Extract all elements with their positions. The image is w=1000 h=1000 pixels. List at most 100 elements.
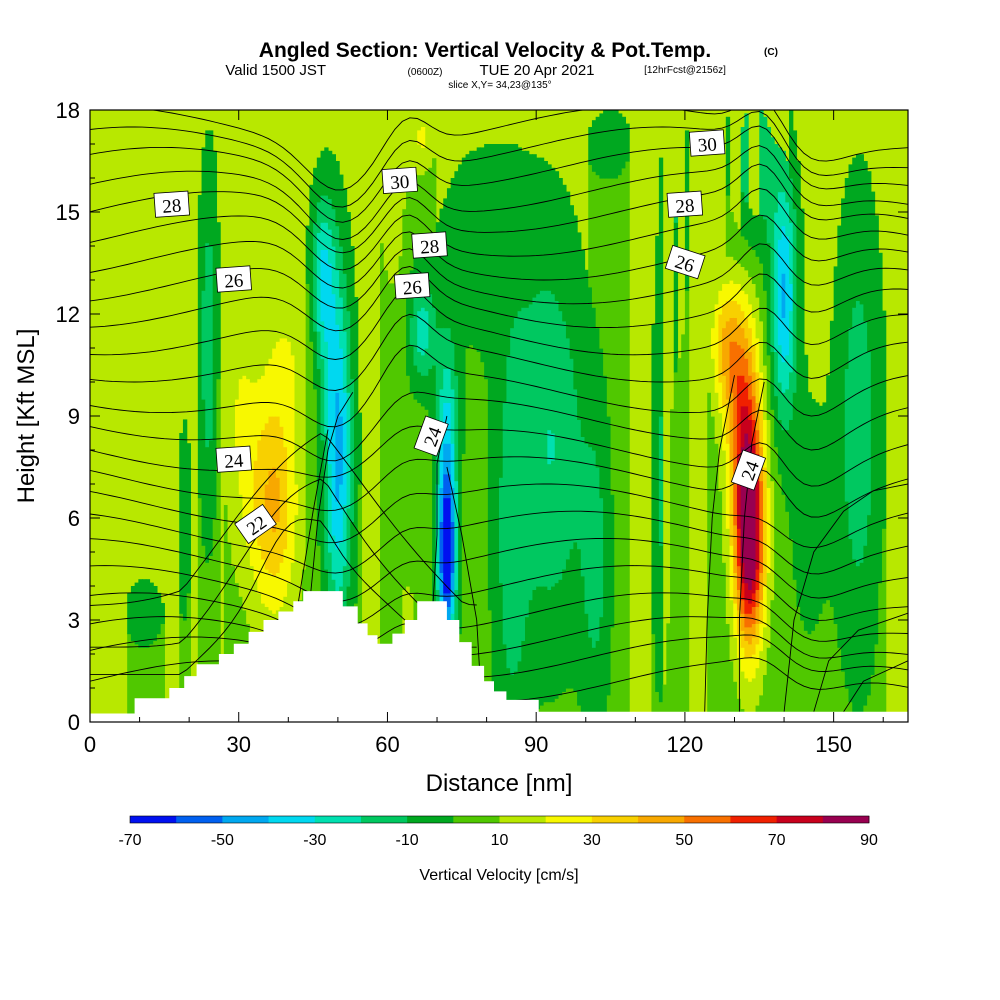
field-cell [420,405,426,722]
y-tick-label: 15 [56,200,80,225]
field-cell [532,589,537,720]
field-cell [740,266,745,291]
field-cell [331,246,336,295]
field-cell [235,399,240,451]
field-cell [655,691,660,722]
field-cell [521,640,526,722]
field-cell [153,586,158,641]
colorbar-frame [129,815,870,824]
field-cell [554,300,560,584]
field-cell [651,324,656,635]
field-cell [803,354,809,631]
field-cell [242,263,247,376]
field-cell [718,382,723,414]
field-cell [201,399,206,546]
field-cell [409,392,415,594]
contour-label-box [234,503,277,545]
field-cell [867,171,872,352]
field-cell [826,375,831,601]
field-cell [499,144,504,478]
field-cell [439,208,444,329]
field-cell [822,402,827,604]
field-cell [342,565,348,621]
field-cell [770,599,775,722]
contour-label: 30 [688,129,726,157]
field-cell [253,460,258,516]
field-cell [420,242,426,284]
field-cell [714,392,719,444]
field-cell [331,154,336,210]
field-cell [331,535,336,580]
field-cell [290,562,296,635]
field-cell [446,368,452,403]
field-cell [480,361,485,722]
field-cell [785,429,790,512]
field-cell [387,283,392,722]
field-cell [800,208,805,621]
isentrope-line [783,483,908,712]
field-cell [595,640,600,722]
field-cell [755,643,760,669]
field-cell [320,249,325,322]
field-cell [458,164,463,635]
field-cell [770,480,775,601]
field-cell [443,368,448,403]
field-cell [446,606,452,621]
field-cell [744,317,749,339]
field-cell [740,613,745,631]
field-cell [316,157,322,203]
terrain-mask [90,591,908,722]
field-cell [201,545,206,722]
field-cell [606,694,612,722]
field-cell [547,589,552,703]
field-cell [677,358,682,722]
field-cell [781,273,786,318]
isentrope-line [90,483,908,549]
field-cell [309,341,314,722]
field-cell [744,269,749,295]
field-cell [658,416,664,546]
field-cell [651,633,656,722]
field-cell [275,477,281,522]
field-cell [145,647,151,722]
field-cell [751,317,757,346]
field-cell [417,249,422,288]
field-cell [510,144,515,329]
field-cell [134,582,139,645]
field-cell [309,184,314,342]
field-cell [792,392,798,580]
colorbar-tick-label: -30 [303,832,326,849]
field-cell [744,358,749,383]
field-cell [867,514,872,696]
field-cell [249,382,255,567]
field-cell [335,501,340,550]
field-cell [454,480,459,590]
field-cell [729,460,734,546]
field-cell [313,388,318,722]
field-cell [554,582,560,699]
field-cell [770,351,775,410]
field-cell [182,419,188,621]
field-cell [852,307,857,560]
field-cell [380,144,385,244]
field-cell [759,409,764,448]
field-cell [755,215,760,257]
colorbar-swatch [545,816,593,823]
field-cell [580,436,586,577]
field-cell [446,188,452,329]
field-cell [811,630,816,722]
field-cell [506,144,511,356]
field-cell [751,579,757,594]
field-cell [420,174,426,244]
y-tick-label: 12 [56,302,80,327]
field-cell [528,303,534,601]
field-cell [744,599,749,614]
field-cell [807,633,812,722]
contour-label: 28 [153,190,190,218]
field-cell [439,327,444,390]
field-cell [443,592,448,607]
field-cell [551,460,556,587]
field-cell [506,354,511,669]
field-cell [305,225,310,284]
field-cell [736,344,742,376]
